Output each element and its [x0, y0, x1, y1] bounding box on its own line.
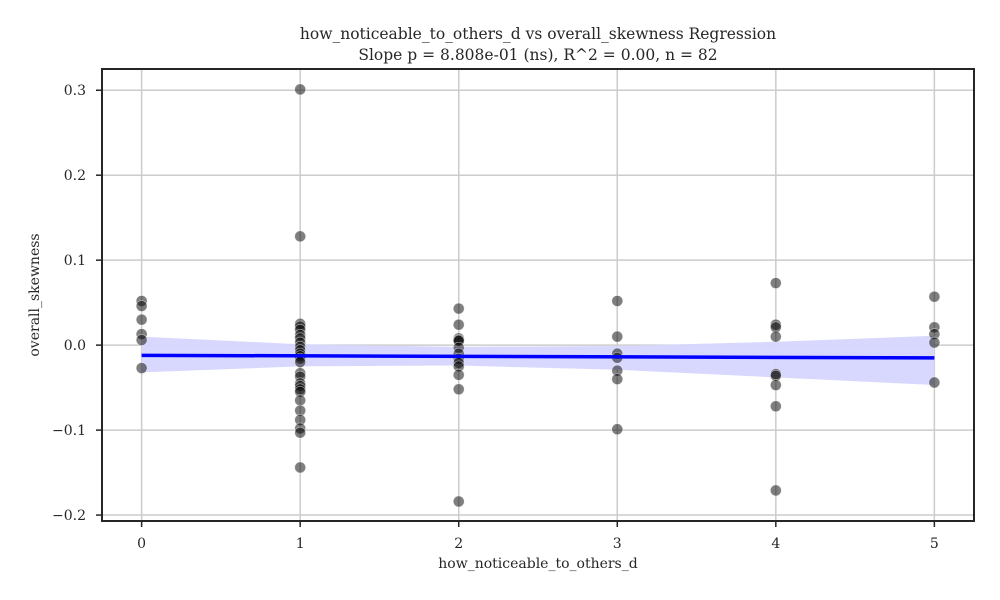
- data-point: [294, 230, 306, 243]
- y-tick-label: 0.1: [64, 253, 86, 269]
- data-point: [135, 362, 148, 374]
- y-tick-label: −0.2: [52, 508, 86, 524]
- data-point: [611, 373, 624, 385]
- data-point: [770, 484, 782, 497]
- data-point: [452, 369, 465, 381]
- data-point: [135, 300, 148, 312]
- data-point: [611, 295, 624, 307]
- x-tick-label: 4: [771, 536, 780, 552]
- x-tick-label: 1: [296, 536, 305, 552]
- data-point: [135, 313, 148, 326]
- y-tick-label: 0.0: [64, 338, 86, 354]
- data-point: [452, 383, 465, 396]
- data-point: [611, 423, 624, 436]
- y-tick-label: 0.3: [64, 83, 86, 99]
- data-point: [294, 83, 306, 96]
- data-point: [770, 277, 782, 289]
- y-axis-label: overall_skewness: [27, 233, 43, 357]
- data-point: [294, 394, 306, 407]
- data-point: [770, 330, 782, 343]
- data-point: [135, 334, 148, 346]
- data-point: [294, 356, 306, 368]
- x-tick-label: 0: [137, 536, 146, 552]
- data-point: [452, 318, 465, 331]
- data-point: [452, 495, 465, 508]
- x-tick-label: 5: [930, 536, 939, 552]
- x-tick-label: 3: [613, 536, 622, 552]
- data-point: [928, 336, 941, 349]
- y-tick-label: 0.2: [64, 168, 86, 184]
- data-point: [294, 461, 306, 474]
- x-tick-label: 2: [454, 536, 463, 552]
- x-axis-label: how_noticeable_to_others_d: [438, 556, 638, 572]
- data-points: [135, 83, 941, 508]
- chart-title: how_noticeable_to_others_d vs overall_sk…: [299, 25, 777, 43]
- data-point: [452, 302, 465, 315]
- data-point: [928, 290, 941, 303]
- data-point: [770, 379, 782, 391]
- data-point: [928, 376, 941, 389]
- data-point: [294, 426, 306, 439]
- plot-frame: [101, 68, 975, 522]
- x-axis-ticks: 0 1 2 3 4 5: [137, 521, 939, 552]
- y-tick-label: −0.1: [52, 423, 86, 439]
- y-axis-ticks: −0.2 −0.1 0.0 0.1 0.2 0.3: [52, 83, 102, 524]
- chart-subtitle: Slope p = 8.808e-01 (ns), R^2 = 0.00, n …: [358, 46, 718, 64]
- regression-line: [141, 353, 935, 360]
- data-point: [770, 400, 782, 413]
- grid-lines: [102, 69, 974, 521]
- confidence-band: [141, 335, 935, 386]
- data-point: [611, 330, 624, 343]
